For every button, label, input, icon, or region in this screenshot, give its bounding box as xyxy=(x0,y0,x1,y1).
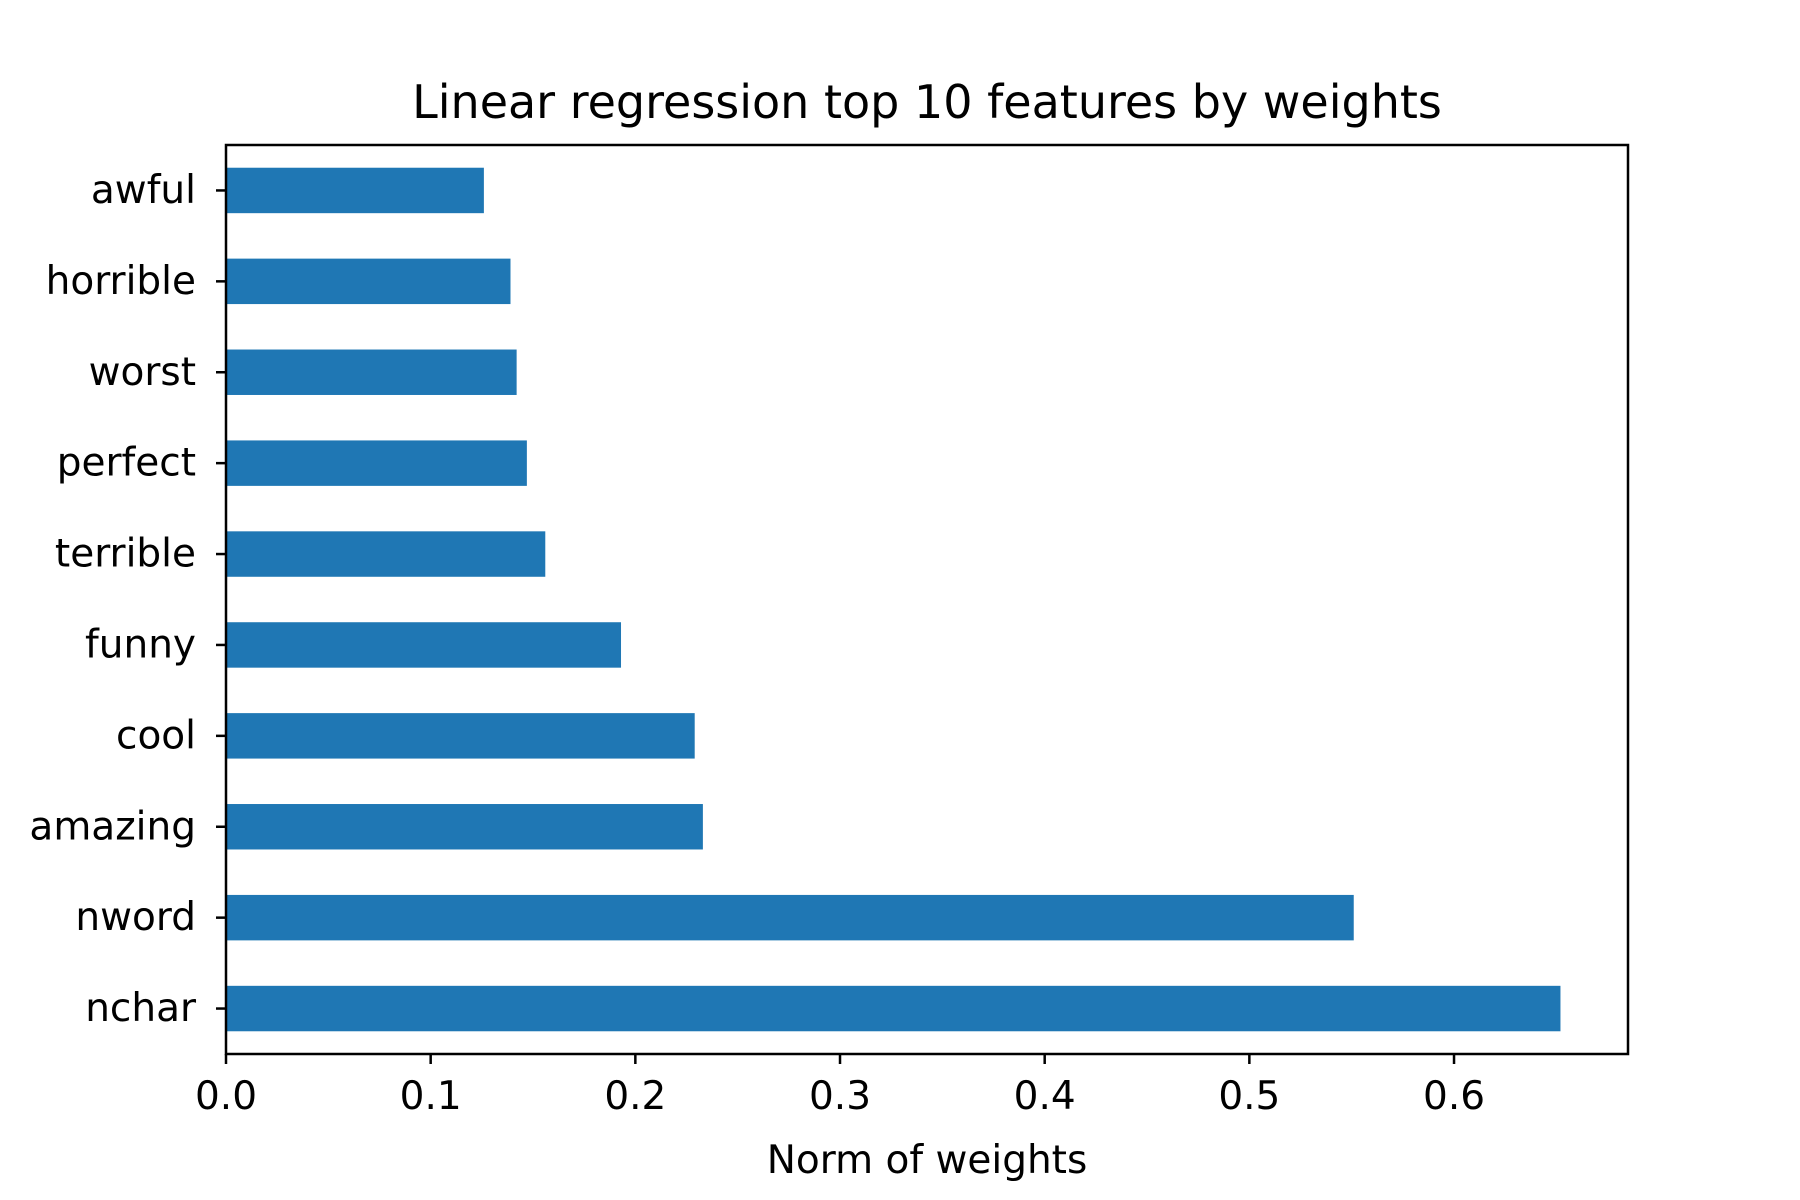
y-tick-label: awful xyxy=(91,168,196,213)
x-tick-label: 0.6 xyxy=(1423,1074,1485,1119)
y-tick-label: horrible xyxy=(46,259,196,304)
x-tick-label: 0.2 xyxy=(604,1074,666,1119)
plot-frame xyxy=(224,143,1630,1056)
y-tick-label: nchar xyxy=(85,986,197,1031)
y-tick-label: funny xyxy=(85,622,196,667)
x-tick-label: 0.5 xyxy=(1218,1074,1280,1119)
bars-layer xyxy=(226,167,1561,1032)
y-axis-ticks: nchar nword amazing cool funny terrible perfec… xyxy=(29,168,226,1031)
bar-perfect xyxy=(226,440,527,486)
bar-nword xyxy=(226,894,1354,941)
y-tick-label: worst xyxy=(89,350,196,395)
bar-horrible xyxy=(226,258,511,305)
bar-amazing xyxy=(226,804,703,850)
x-tick-label: 0.1 xyxy=(400,1074,462,1119)
y-tick-label: terrible xyxy=(55,532,196,577)
x-tick-label: 0.0 xyxy=(195,1074,257,1119)
chart-title: Linear regression top 10 features by wei… xyxy=(412,75,1442,129)
bar-awful xyxy=(226,167,484,214)
y-tick-label: nword xyxy=(75,895,196,940)
x-axis-label: Norm of weights xyxy=(767,1138,1088,1183)
y-tick-label: cool xyxy=(116,713,196,758)
y-tick-label: perfect xyxy=(57,441,196,486)
bar-funny xyxy=(226,622,622,668)
bar-cool xyxy=(226,713,695,759)
bar-nchar xyxy=(226,985,1561,1032)
y-tick-label: amazing xyxy=(29,804,196,849)
bar-terrible xyxy=(226,531,546,577)
x-axis-ticks: 0.0 0.1 0.2 0.3 0.4 0.5 0.6 xyxy=(195,1054,1485,1119)
x-tick-label: 0.3 xyxy=(809,1074,871,1119)
bar-worst xyxy=(226,349,517,395)
x-tick-label: 0.4 xyxy=(1014,1074,1076,1119)
